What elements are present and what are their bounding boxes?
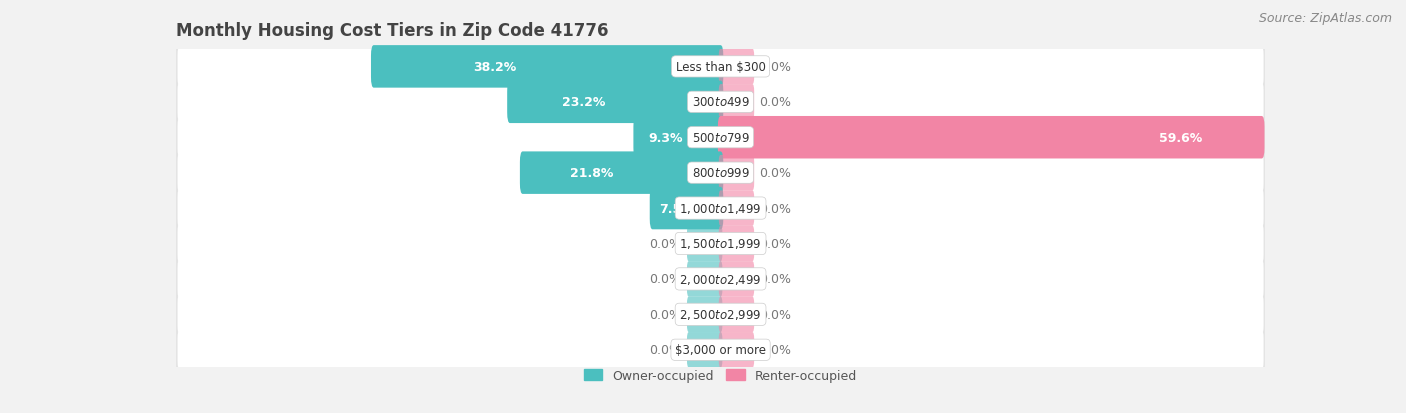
Text: 0.0%: 0.0% xyxy=(759,308,792,321)
FancyBboxPatch shape xyxy=(176,288,1265,342)
FancyBboxPatch shape xyxy=(176,111,1265,165)
Text: 0.0%: 0.0% xyxy=(650,273,682,286)
FancyBboxPatch shape xyxy=(177,223,1264,265)
FancyBboxPatch shape xyxy=(718,117,1264,159)
FancyBboxPatch shape xyxy=(718,332,754,368)
FancyBboxPatch shape xyxy=(176,323,1265,377)
Text: 9.3%: 9.3% xyxy=(648,131,683,145)
FancyBboxPatch shape xyxy=(177,188,1264,230)
Text: 21.8%: 21.8% xyxy=(571,167,613,180)
FancyBboxPatch shape xyxy=(177,329,1264,371)
Text: 0.0%: 0.0% xyxy=(650,308,682,321)
Text: Less than $300: Less than $300 xyxy=(676,61,765,74)
Text: $300 to $499: $300 to $499 xyxy=(692,96,749,109)
FancyBboxPatch shape xyxy=(688,261,723,297)
FancyBboxPatch shape xyxy=(177,46,1264,88)
Text: 23.2%: 23.2% xyxy=(562,96,606,109)
Text: 0.0%: 0.0% xyxy=(759,96,792,109)
FancyBboxPatch shape xyxy=(177,258,1264,300)
Text: $800 to $999: $800 to $999 xyxy=(692,167,749,180)
FancyBboxPatch shape xyxy=(520,152,723,195)
Text: 0.0%: 0.0% xyxy=(650,237,682,250)
FancyBboxPatch shape xyxy=(718,297,754,332)
FancyBboxPatch shape xyxy=(718,156,754,191)
Text: $2,000 to $2,499: $2,000 to $2,499 xyxy=(679,272,762,286)
Text: $2,500 to $2,999: $2,500 to $2,999 xyxy=(679,308,762,322)
FancyBboxPatch shape xyxy=(718,85,754,120)
Text: $1,500 to $1,999: $1,500 to $1,999 xyxy=(679,237,762,251)
Text: 0.0%: 0.0% xyxy=(759,237,792,250)
Text: 0.0%: 0.0% xyxy=(759,273,792,286)
FancyBboxPatch shape xyxy=(718,226,754,261)
FancyBboxPatch shape xyxy=(177,117,1264,159)
Text: Source: ZipAtlas.com: Source: ZipAtlas.com xyxy=(1258,12,1392,25)
Text: 0.0%: 0.0% xyxy=(759,344,792,356)
FancyBboxPatch shape xyxy=(688,226,723,261)
FancyBboxPatch shape xyxy=(371,46,723,88)
FancyBboxPatch shape xyxy=(718,50,754,85)
FancyBboxPatch shape xyxy=(688,297,723,332)
FancyBboxPatch shape xyxy=(176,217,1265,271)
Legend: Owner-occupied, Renter-occupied: Owner-occupied, Renter-occupied xyxy=(579,364,862,387)
FancyBboxPatch shape xyxy=(633,117,723,159)
Text: Monthly Housing Cost Tiers in Zip Code 41776: Monthly Housing Cost Tiers in Zip Code 4… xyxy=(176,22,609,40)
Text: 38.2%: 38.2% xyxy=(474,61,517,74)
Text: 0.0%: 0.0% xyxy=(759,167,792,180)
Text: 0.0%: 0.0% xyxy=(759,61,792,74)
FancyBboxPatch shape xyxy=(508,81,723,124)
FancyBboxPatch shape xyxy=(176,252,1265,306)
FancyBboxPatch shape xyxy=(718,191,754,226)
FancyBboxPatch shape xyxy=(688,332,723,368)
FancyBboxPatch shape xyxy=(176,76,1265,129)
FancyBboxPatch shape xyxy=(718,261,754,297)
FancyBboxPatch shape xyxy=(650,188,723,230)
Text: $3,000 or more: $3,000 or more xyxy=(675,344,766,356)
Text: 59.6%: 59.6% xyxy=(1159,131,1202,145)
FancyBboxPatch shape xyxy=(176,40,1265,94)
FancyBboxPatch shape xyxy=(177,293,1264,336)
FancyBboxPatch shape xyxy=(176,182,1265,235)
FancyBboxPatch shape xyxy=(177,81,1264,124)
Text: 7.5%: 7.5% xyxy=(659,202,693,215)
Text: 0.0%: 0.0% xyxy=(759,202,792,215)
Text: 0.0%: 0.0% xyxy=(650,344,682,356)
Text: $500 to $799: $500 to $799 xyxy=(692,131,749,145)
FancyBboxPatch shape xyxy=(177,152,1264,195)
FancyBboxPatch shape xyxy=(176,146,1265,200)
Text: $1,000 to $1,499: $1,000 to $1,499 xyxy=(679,202,762,216)
